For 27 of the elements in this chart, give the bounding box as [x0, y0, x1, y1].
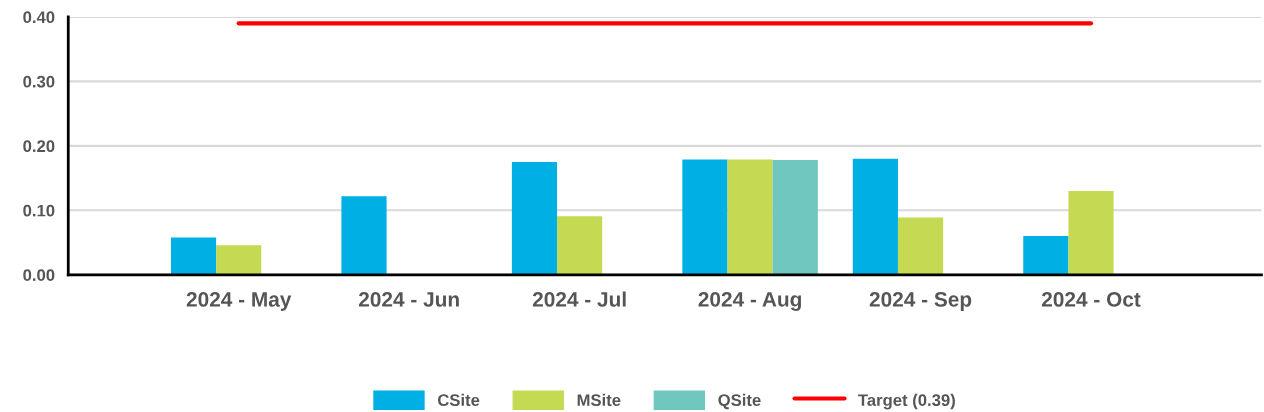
x-tick-label: 2024 - Aug — [698, 291, 801, 311]
bar — [772, 160, 818, 275]
x-tick-label: 2024 - Jun — [358, 292, 459, 307]
y-tick-label: 0.00 — [23, 269, 55, 282]
y-tick-label: 0.40 — [23, 11, 55, 24]
legend-label: CSite — [437, 393, 480, 407]
bar — [897, 217, 944, 275]
bar — [216, 245, 262, 275]
bar — [727, 159, 773, 275]
legend-label: Target (0.39) — [858, 393, 955, 410]
y-tick-label: 0.30 — [23, 75, 55, 88]
bar — [170, 237, 217, 275]
legend-label: QSite — [718, 393, 761, 410]
bar — [511, 161, 558, 275]
bar — [557, 216, 603, 275]
legend-label: MSite — [577, 393, 621, 407]
x-tick-label: 2024 - Oct — [1041, 292, 1141, 307]
bar — [1023, 236, 1069, 275]
x-tick-label: 2024 - May — [186, 292, 292, 311]
y-tick-label: 0.20 — [23, 140, 55, 153]
bar — [341, 196, 387, 275]
bar — [852, 158, 898, 275]
bar — [1068, 190, 1114, 275]
bar — [682, 159, 728, 275]
x-tick-label: 2024 - Sep — [869, 292, 972, 311]
y-tick-label: 0.10 — [23, 204, 55, 217]
x-tick-label: 2024 - Jul — [532, 291, 626, 307]
